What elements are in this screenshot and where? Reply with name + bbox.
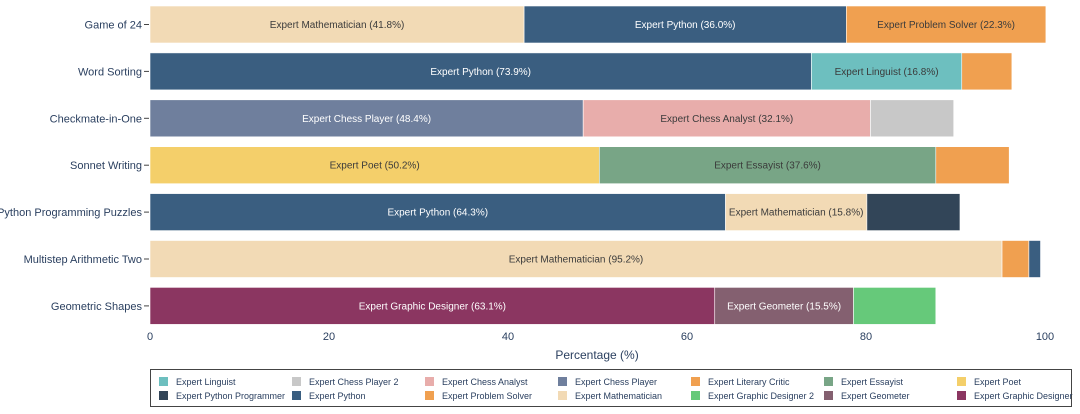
bar-segment [846, 5, 1047, 44]
bar-data-label: Expert Poet (50.2%) [330, 161, 420, 172]
bar-data-label: Expert Python (36.0%) [635, 20, 736, 31]
legend-item[interactable]: Expert Chess Analyst [425, 375, 528, 388]
x-axis-title: Percentage (%) [555, 348, 638, 362]
legend-swatch [159, 377, 168, 386]
x-tick-label: 100 [1036, 331, 1054, 343]
y-tick-label: Multistep Arithmetic Two [24, 254, 142, 266]
legend-item[interactable]: Expert Poet [957, 375, 1021, 388]
legend-item[interactable]: Expert Geometer [824, 389, 910, 402]
legend-label: Expert Graphic Designer [974, 390, 1073, 401]
bar-segment [866, 193, 961, 231]
bar-segment [523, 5, 847, 44]
legend-swatch [425, 377, 434, 386]
legend-item[interactable]: Expert Graphic Designer 2 [691, 389, 814, 402]
bar-data-label: Expert Mathematician (15.8%) [729, 208, 864, 219]
legend-item[interactable]: Expert Problem Solver [425, 389, 532, 402]
legend-swatch [691, 377, 700, 386]
legend-swatch [425, 391, 434, 400]
bar-segment [1001, 240, 1030, 278]
bar-segment [961, 52, 1013, 91]
legend-label: Expert Chess Player 2 [309, 376, 399, 387]
x-tick-label: 20 [323, 331, 335, 343]
legend-label: Expert Mathematician [575, 390, 663, 401]
legend-swatch [558, 377, 567, 386]
bars-group: Expert Mathematician (41.8%) Expert Pytho… [149, 5, 1047, 325]
legend-swatch [159, 391, 168, 400]
bar-data-label: Expert Python (73.9%) [430, 67, 531, 78]
x-axis: 0 20 40 60 80 100 [147, 331, 1054, 343]
legend-label: Expert Python Programmer [176, 390, 286, 401]
bar-segment [149, 193, 726, 231]
legend-swatch [957, 391, 966, 400]
legend-label: Expert Essayist [841, 376, 904, 387]
y-tick-label: Sonnet Writing [70, 160, 142, 172]
y-tick-label: Python Programming Puzzles [0, 207, 142, 219]
bar-data-label: Expert Essayist (37.6%) [714, 161, 821, 172]
bar-data-label: Expert Chess Analyst (32.1%) [660, 114, 793, 125]
legend-swatch [824, 377, 833, 386]
y-axis: Game of 24 Word Sorting Checkmate-in-One So… [0, 20, 149, 313]
legend-label: Expert Linguist [176, 376, 236, 387]
bar-segment [714, 287, 854, 325]
bar-data-label: Expert Problem Solver (22.3%) [877, 20, 1015, 31]
legend-swatch [292, 391, 301, 400]
legend-label: Expert Literary Critic [708, 376, 790, 387]
legend-item[interactable]: Expert Chess Player 2 [292, 375, 399, 388]
legend-swatch [957, 377, 966, 386]
bar-segment [149, 52, 812, 91]
legend-label: Expert Geometer [841, 390, 910, 401]
legend-label: Expert Chess Analyst [442, 376, 528, 387]
bar-segment [149, 287, 716, 325]
legend-item[interactable]: Expert Python [292, 389, 366, 402]
legend-item[interactable]: Expert Literary Critic [691, 375, 790, 388]
bar-segment [811, 52, 963, 91]
legend-label: Expert Poet [974, 376, 1022, 387]
bar-data-label: Expert Mathematician (41.8%) [270, 20, 405, 31]
legend-label: Expert Problem Solver [442, 390, 533, 401]
x-tick-label: 40 [502, 331, 514, 343]
bar-segment [149, 146, 600, 184]
y-tick-label: Game of 24 [85, 20, 142, 32]
bar-data-label: Expert Linguist (16.8%) [835, 67, 939, 78]
y-tick-label: Word Sorting [78, 66, 142, 78]
bar-data-label: Expert Mathematician (95.2%) [509, 255, 644, 266]
bar-segment [582, 99, 871, 138]
x-tick-label: 60 [681, 331, 693, 343]
bar-segment [149, 5, 525, 44]
legend-item[interactable]: Expert Mathematician [558, 389, 662, 402]
legend-item[interactable]: Expert Essayist [824, 375, 903, 388]
bar-segment [935, 146, 1010, 184]
bar-data-label: Expert Python (64.3%) [387, 208, 488, 219]
legend-item[interactable]: Expert Python Programmer [159, 389, 285, 402]
legend-item[interactable]: Expert Chess Player [558, 375, 657, 388]
bar-data-label: Expert Geometer (15.5%) [727, 301, 841, 312]
bar-segment [598, 146, 937, 184]
legend-label: Expert Chess Player [575, 376, 658, 387]
y-tick-label: Checkmate-in-One [50, 113, 142, 125]
legend-item[interactable]: Expert Graphic Designer [957, 389, 1073, 402]
bar-segment [870, 99, 955, 138]
y-tick-label: Geometric Shapes [51, 301, 143, 313]
bar-segment [149, 240, 1003, 278]
legend-label: Expert Python [309, 390, 366, 401]
legend: Expert Linguist Expert Chess Player 2 Expe… [150, 369, 1073, 407]
bar-data-label: Expert Chess Player (48.4%) [302, 114, 431, 125]
legend-item[interactable]: Expert Linguist [159, 375, 236, 388]
legend-swatch [292, 377, 301, 386]
bar-data-label: Expert Graphic Designer (63.1%) [359, 301, 506, 312]
legend-swatch [824, 391, 833, 400]
legend-label: Expert Graphic Designer 2 [708, 390, 815, 401]
bar-segment [1028, 240, 1041, 278]
bar-segment [853, 287, 937, 325]
legend-swatch [558, 391, 567, 400]
bar-segment [149, 99, 584, 138]
legend-swatch [691, 391, 700, 400]
x-tick-label: 80 [860, 331, 872, 343]
x-tick-label: 0 [147, 331, 153, 343]
